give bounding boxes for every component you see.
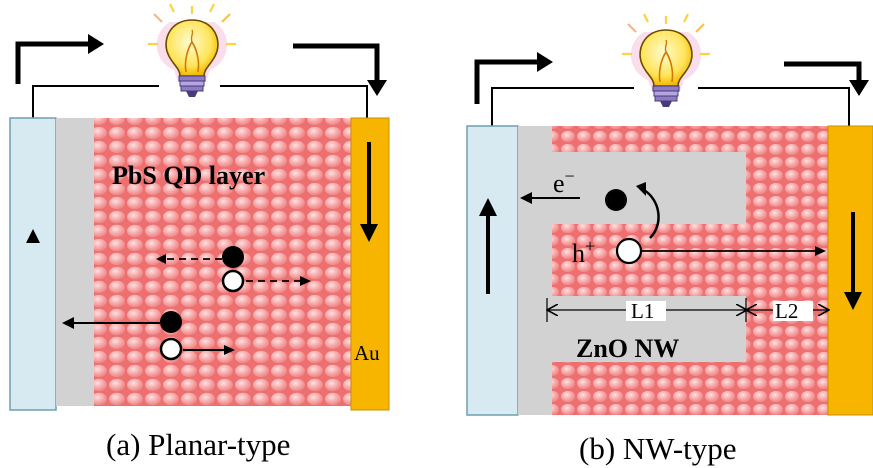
panel-a-electron-arrowhead xyxy=(62,317,74,329)
panel-a-electrode-label: Au xyxy=(354,341,380,365)
hole-circle xyxy=(615,237,643,265)
panel-a-gold-arrowhead xyxy=(360,224,378,242)
panel-b-gold-electrode xyxy=(827,125,873,416)
panel-a-electron-dashed-arrowhead xyxy=(156,254,166,264)
panel-a-planar: PbS QD layer Au (a) Planar-type xyxy=(9,2,390,462)
panel-a-current-arrowhead-right xyxy=(367,80,387,96)
light-bulb-icon xyxy=(620,12,712,109)
hole-circle xyxy=(159,337,183,361)
panel-a-hole-dashed-arrowhead xyxy=(300,276,311,286)
panel-b-current-arrowhead-right xyxy=(849,80,869,96)
panel-a-layer-label: PbS QD layer xyxy=(112,161,265,190)
panel-b-hole-arrowhead xyxy=(815,246,826,256)
panel-b-l2-label: L2 xyxy=(775,299,798,323)
panel-a-oxide-layer xyxy=(56,118,94,406)
panel-b-electrode-arrowhead xyxy=(479,198,497,216)
panel-b-current-arrow-left xyxy=(474,59,541,104)
electron-dot xyxy=(222,246,244,268)
panel-a-current-arrowhead-left xyxy=(88,34,104,54)
electron-dot xyxy=(160,311,182,333)
panel-b-transfer-arrowhead xyxy=(636,182,646,196)
panel-b-l1-label: L1 xyxy=(631,299,654,323)
panel-b-nanowire: e− h+ L1 L2 ZnO NW (b) NW-type xyxy=(466,12,873,466)
panel-b-nanowire-label: ZnO NW xyxy=(576,334,679,363)
panel-a-transparent-electrode xyxy=(9,117,57,411)
panel-a-electrode-triangle-icon xyxy=(26,229,40,243)
panel-b-current-arrow-right xyxy=(784,61,862,84)
panel-b-transfer-arrow xyxy=(643,188,660,239)
panel-b-gold-arrowhead xyxy=(844,292,862,310)
panel-a-hole-arrowhead xyxy=(224,345,235,355)
panel-b-hole-label: h+ xyxy=(572,236,595,268)
panel-b-caption: (b) NW-type xyxy=(579,431,737,466)
light-bulb-icon xyxy=(146,2,238,99)
panel-b-electron-label: e− xyxy=(553,166,575,198)
panel-a-current-arrow-left xyxy=(15,41,92,84)
panel-a-caption: (a) Planar-type xyxy=(106,427,290,462)
hole-circle xyxy=(221,269,245,293)
panel-b-l1-label-box xyxy=(626,301,666,321)
panel-a-current-arrow-right xyxy=(293,43,380,84)
panel-b-electron-arrowhead xyxy=(520,192,532,204)
panel-b-circuit-wire xyxy=(491,87,850,126)
panel-b-l2-label-box xyxy=(773,301,813,321)
panel-b-current-arrowhead-left xyxy=(537,52,553,72)
panel-a-circuit-wire xyxy=(32,85,368,118)
panel-a-qd-layer xyxy=(94,118,351,406)
panel-b-transparent-electrode xyxy=(466,125,519,416)
electron-dot xyxy=(605,189,627,211)
